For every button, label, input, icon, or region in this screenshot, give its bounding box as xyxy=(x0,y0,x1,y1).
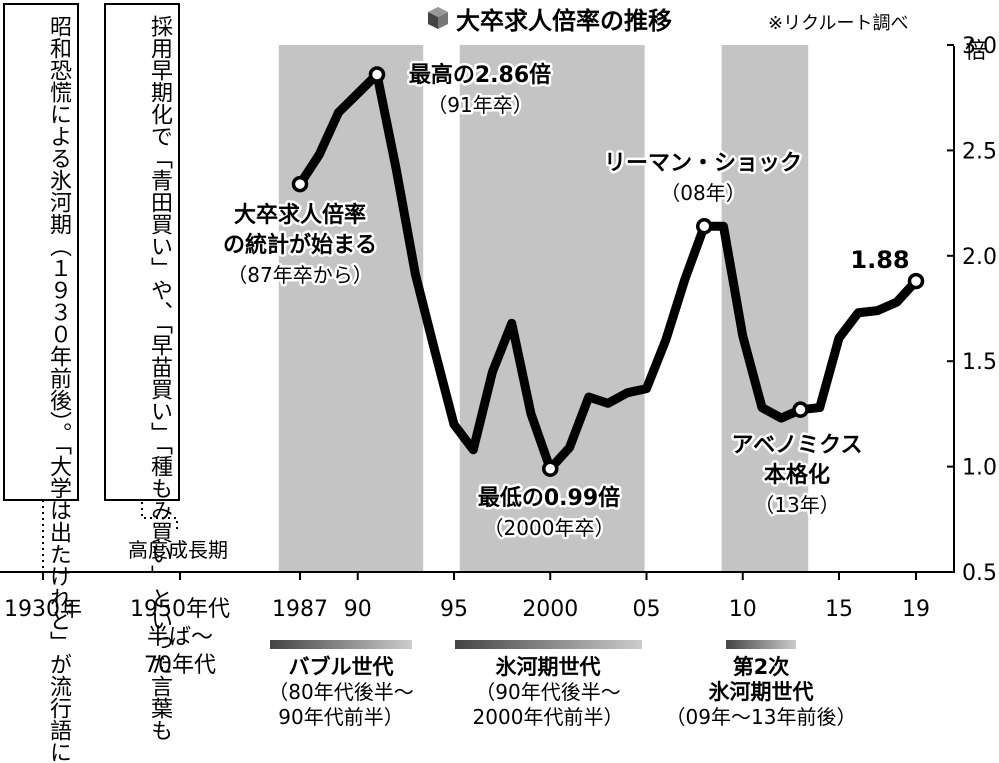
annotation-line: （13年） xyxy=(754,493,839,517)
annotation-line: 大卒求人倍率 xyxy=(234,202,366,228)
annotation-line: 本格化 xyxy=(764,462,830,488)
generation-period: （90年代後半～ xyxy=(475,680,621,704)
data-point xyxy=(907,272,925,290)
annotation-line: （91年卒） xyxy=(427,93,532,117)
gen-bar-bubble xyxy=(270,640,412,649)
generation-period: （09年～13年前後） xyxy=(665,705,857,729)
era-label-1930: 1930年 xyxy=(4,597,82,622)
side-note-1930: 昭和恐慌による氷河期（１９３０年前後）。「大学は出たけれど」が流行語に xyxy=(3,3,79,763)
x-ticks: 1987 90 95 2000 05 10 15 19 xyxy=(42,572,930,622)
side-note-growth: 採用早期化で「青田買い」や、「早苗買い」「種もみ買い」といった言葉も xyxy=(104,3,180,741)
growth-period-label: 高度成長期 xyxy=(128,538,228,562)
data-point xyxy=(792,401,809,418)
era-label-1950s: 1950年代 xyxy=(130,597,230,622)
x-tick-label: 90 xyxy=(344,597,372,622)
generation-period: 90年代前半） xyxy=(278,705,404,729)
y-ticks: 3.0 2.5 2.0 1.5 1.0 0.5 xyxy=(947,34,997,586)
cube-icon xyxy=(428,7,448,29)
x-tick-label: 05 xyxy=(633,597,661,622)
era-label-70s: 70年代 xyxy=(144,653,216,678)
generation-bubble: バブル世代 （80年代後半～ 90年代前半） xyxy=(245,655,437,730)
x-tick-label: 19 xyxy=(902,597,930,622)
y-tick-label: 1.0 xyxy=(962,456,997,481)
source-note: ※リクルート調べ xyxy=(768,13,909,34)
side-note-1930-text: 昭和恐慌による氷河期（１９３０年前後）。「大学は出たけれど」が流行語に xyxy=(46,15,71,763)
generation-ice-age: 氷河期世代 （90年代後半～ 2000年代前半） xyxy=(448,655,648,730)
leader-growth xyxy=(141,502,178,532)
x-tick-label: 10 xyxy=(729,597,757,622)
data-point xyxy=(368,66,386,83)
data-point xyxy=(542,460,559,477)
generation-ice-age-2: 第2次 氷河期世代 （09年～13年前後） xyxy=(658,655,864,730)
annotation-line: （87年卒から） xyxy=(227,263,372,287)
chart-title: 大卒求人倍率の推移 xyxy=(456,7,672,35)
annotation-line: 最低の0.99倍 xyxy=(478,485,620,511)
annotation-line: （08年） xyxy=(660,181,745,205)
annotation-line: 1.88 xyxy=(850,246,909,274)
y-tick-label: 3.0 xyxy=(962,34,997,59)
x-tick-label: 1987 xyxy=(272,597,328,622)
generation-name: 第2次 xyxy=(732,655,790,679)
gen-bar-ice2 xyxy=(726,640,796,649)
generation-name: 氷河期世代 xyxy=(495,655,601,679)
gen-bar-ice xyxy=(455,640,642,649)
x-tick-label: 2000 xyxy=(522,597,578,622)
shaded-period xyxy=(459,45,645,572)
data-point xyxy=(696,218,713,235)
annotation-line: の統計が始まる xyxy=(223,232,377,258)
annotation-line: （2000年卒） xyxy=(484,516,615,540)
generation-period: 2000年代前半） xyxy=(472,705,624,729)
generation-period: （80年代後半～ xyxy=(268,680,414,704)
x-tick-label: 15 xyxy=(825,597,853,622)
y-tick-label: 2.5 xyxy=(962,139,997,164)
generation-name: バブル世代 xyxy=(288,655,394,679)
generation-name: 氷河期世代 xyxy=(708,680,814,704)
y-tick-label: 0.5 xyxy=(962,561,997,586)
shaded-periods xyxy=(278,45,809,572)
data-line xyxy=(295,70,921,474)
data-point xyxy=(291,175,309,193)
era-label-mid: 半ば～ xyxy=(147,625,213,650)
side-note-growth-text: 採用早期化で「青田買い」や、「早苗買い」「種もみ買い」といった言葉も xyxy=(147,15,172,741)
y-tick-label: 2.0 xyxy=(962,245,997,270)
annotation-line: 最高の2.86倍 xyxy=(409,62,551,88)
shaded-period xyxy=(278,45,424,572)
annotation-line: リーマン・ショック xyxy=(604,151,802,176)
y-tick-label: 1.5 xyxy=(962,350,997,375)
x-tick-label: 95 xyxy=(440,597,468,622)
series-line xyxy=(291,66,925,477)
y-unit: 倍 xyxy=(965,39,987,64)
annotation-line: アベノミクス xyxy=(732,433,863,458)
